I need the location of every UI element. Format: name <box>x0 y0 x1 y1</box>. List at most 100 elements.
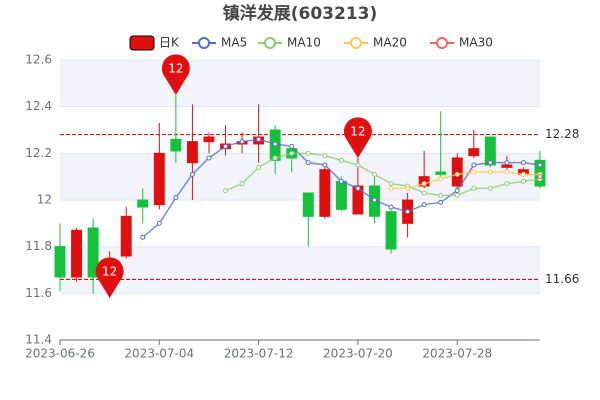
candle-body <box>302 192 314 217</box>
grid-band <box>60 246 540 294</box>
ma-point <box>322 153 328 159</box>
candle-body <box>501 164 513 168</box>
ma-point <box>239 139 245 145</box>
ma-line <box>391 171 540 190</box>
legend-marker <box>436 37 448 49</box>
legend-swatch <box>129 35 155 51</box>
candle-body <box>153 152 165 206</box>
ma-point <box>289 143 295 149</box>
ma-point <box>371 197 377 203</box>
candle-body <box>319 169 331 217</box>
ma-point <box>173 195 179 201</box>
y-tick-label: 11.6 <box>25 286 52 300</box>
candle-body <box>468 148 480 157</box>
ma-point <box>421 190 427 196</box>
ma-point <box>272 155 278 161</box>
legend-label: 日K <box>159 36 180 50</box>
ma-point <box>338 157 344 163</box>
candle-body <box>120 215 132 257</box>
ma-point <box>206 155 212 161</box>
candle-body <box>186 141 198 164</box>
ma-point <box>189 171 195 177</box>
ma-point <box>438 199 444 205</box>
ma-point <box>338 178 344 184</box>
y-tick-label: 12.6 <box>25 53 52 67</box>
chart-title: 镇洋发展(603213) <box>223 3 378 24</box>
legend-marker <box>350 37 362 49</box>
candle-body <box>335 180 347 210</box>
ma-point <box>454 188 460 194</box>
legend-label: MA20 <box>373 36 407 50</box>
ma-point <box>223 143 229 149</box>
ma-point <box>421 181 427 187</box>
ma-point <box>223 188 229 194</box>
ma-line <box>225 152 541 197</box>
ma-point <box>256 164 262 170</box>
pin-label: 12 <box>168 62 183 76</box>
ma-point <box>487 169 493 175</box>
legend-label: MA30 <box>459 36 493 50</box>
x-tick-label: 2023-07-28 <box>422 347 492 361</box>
ma-point <box>239 181 245 187</box>
legend-label: MA5 <box>221 36 247 50</box>
ma-point <box>520 171 526 177</box>
legend-marker <box>198 37 210 49</box>
y-tick-label: 11.4 <box>25 333 52 347</box>
candle-body <box>170 138 182 152</box>
x-tick-label: 2023-07-04 <box>124 347 194 361</box>
ma-point <box>487 185 493 191</box>
legend-label: MA10 <box>287 36 321 50</box>
ref-label: 12.28 <box>545 127 579 141</box>
ma-point <box>438 192 444 198</box>
ma-point <box>454 171 460 177</box>
candle-body <box>435 171 447 175</box>
ma-point <box>371 171 377 177</box>
ma-point <box>504 181 510 187</box>
ma-point <box>140 234 146 240</box>
ma-point <box>520 160 526 166</box>
ma-point <box>421 202 427 208</box>
ma-point <box>355 162 361 168</box>
ma-point <box>504 160 510 166</box>
ma-point <box>289 150 295 156</box>
ma-point <box>520 178 526 184</box>
candle-body <box>203 136 215 143</box>
pin-marker <box>161 54 190 95</box>
ma-point <box>471 185 477 191</box>
candle-body <box>87 227 99 278</box>
ma-point <box>272 141 278 147</box>
ma-point <box>388 204 394 210</box>
ma-point <box>355 185 361 191</box>
ma-point <box>388 185 394 191</box>
pin-marker <box>95 257 124 298</box>
ma-point <box>405 185 411 191</box>
ma-point <box>405 209 411 215</box>
candle-body <box>137 199 149 208</box>
ma-point <box>156 220 162 226</box>
grid-band <box>60 153 540 200</box>
x-tick-label: 2023-07-20 <box>323 347 393 361</box>
ma-point <box>256 136 262 142</box>
ma-point <box>471 162 477 168</box>
ma-point <box>322 162 328 168</box>
pin-marker <box>343 117 372 158</box>
x-tick-label: 2023-06-26 <box>25 347 95 361</box>
candle-body <box>385 211 397 250</box>
x-tick-label: 2023-07-12 <box>224 347 294 361</box>
pin-label: 12 <box>350 125 365 139</box>
ma-point <box>471 169 477 175</box>
grid-band <box>60 60 540 107</box>
ma-point <box>388 181 394 187</box>
ma-point <box>305 160 311 166</box>
ma-point <box>305 150 311 156</box>
y-tick-label: 12.2 <box>25 146 52 160</box>
ma-point <box>537 174 543 180</box>
y-tick-label: 12.4 <box>25 99 52 113</box>
pin-label: 12 <box>102 265 117 279</box>
ma-point <box>438 176 444 182</box>
ma-point <box>454 192 460 198</box>
y-tick-label: 11.8 <box>25 239 52 253</box>
ref-label: 11.66 <box>545 272 579 286</box>
candle-body <box>54 246 66 278</box>
